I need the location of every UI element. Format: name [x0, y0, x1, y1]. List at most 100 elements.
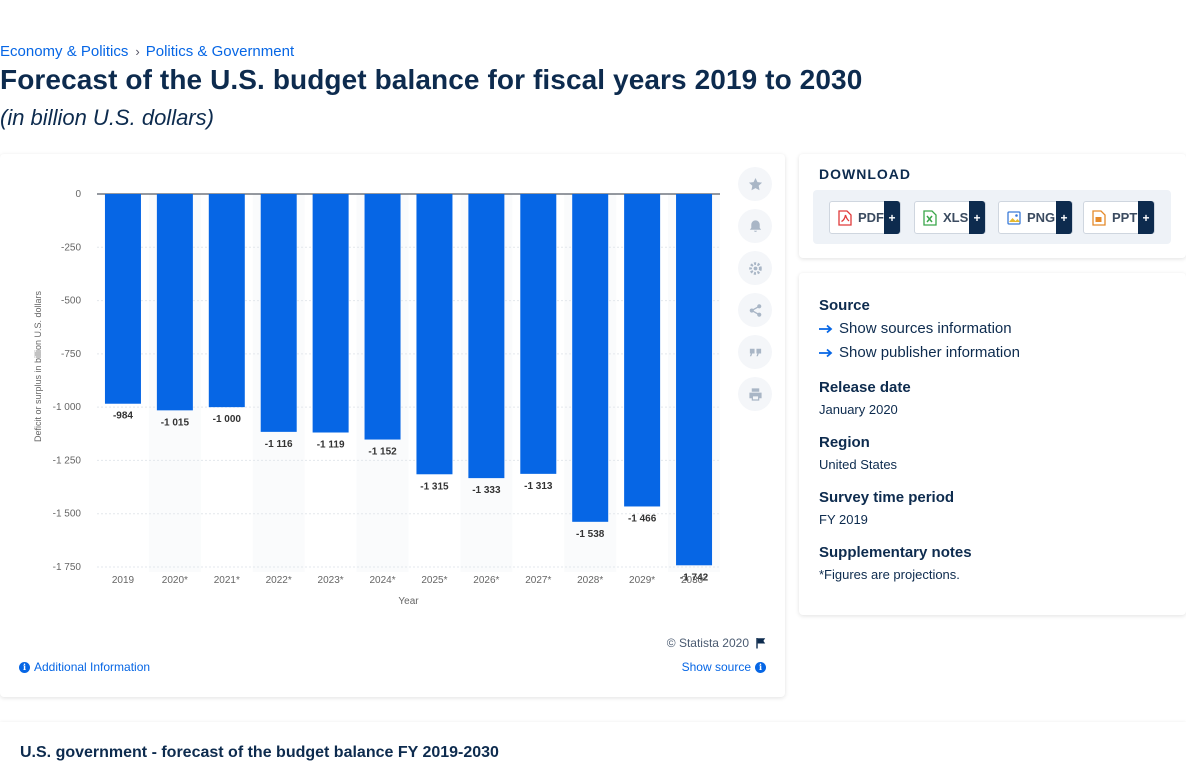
download-card: DOWNLOAD PDF + XLS + PNG + PPT +	[799, 154, 1186, 258]
breadcrumb-economy-politics[interactable]: Economy & Politics	[0, 43, 128, 60]
share-button[interactable]	[738, 293, 772, 327]
bar	[365, 194, 401, 440]
ppt-file-icon	[1092, 210, 1106, 226]
bar	[468, 194, 504, 478]
survey-period-value: FY 2019	[819, 512, 868, 527]
star-icon	[748, 177, 763, 192]
release-date-heading: Release date	[819, 379, 911, 396]
notification-button[interactable]	[738, 209, 772, 243]
info-icon: i	[19, 662, 30, 673]
y-axis-title: Deficit or surplus in billion U.S. dolla…	[33, 290, 43, 442]
data-label: -1 000	[213, 414, 242, 425]
additional-information-label: Additional Information	[34, 660, 150, 674]
download-xls-button[interactable]: XLS +	[914, 201, 986, 234]
png-file-icon	[1007, 210, 1021, 226]
survey-period-heading: Survey time period	[819, 489, 954, 506]
download-title: DOWNLOAD	[819, 166, 911, 182]
bar	[209, 194, 245, 407]
flag-icon[interactable]	[755, 637, 767, 649]
show-sources-link[interactable]: Show sources information	[819, 320, 1012, 337]
bar	[157, 194, 193, 410]
data-label: -1 152	[368, 447, 397, 458]
print-button[interactable]	[738, 377, 772, 411]
y-tick-label: -500	[61, 296, 81, 307]
data-label: -1 015	[161, 417, 190, 428]
bell-icon	[748, 219, 763, 234]
download-pdf-plus[interactable]: +	[884, 201, 900, 234]
bar	[572, 194, 608, 522]
x-tick-label: 2030*	[681, 575, 707, 586]
y-tick-label: -1 750	[53, 562, 82, 573]
description-card: U.S. government - forecast of the budget…	[0, 722, 1186, 782]
info-icon: i	[755, 662, 766, 673]
xls-file-icon	[923, 210, 937, 226]
bar	[416, 194, 452, 474]
x-tick-label: 2020*	[162, 575, 188, 586]
breadcrumb-separator: ›	[135, 44, 139, 59]
data-label: -1 116	[265, 439, 293, 450]
download-png-plus[interactable]: +	[1056, 201, 1072, 234]
additional-information-link[interactable]: i Additional Information	[19, 660, 150, 674]
settings-button[interactable]	[738, 251, 772, 285]
x-tick-label: 2028*	[577, 575, 603, 586]
supplementary-notes-value: *Figures are projections.	[819, 567, 960, 582]
bar	[105, 194, 141, 404]
region-value: United States	[819, 457, 897, 472]
download-pdf-label: PDF	[858, 210, 884, 225]
show-publisher-link[interactable]: Show publisher information	[819, 344, 1020, 361]
x-tick-label: 2025*	[421, 575, 447, 586]
favorite-button[interactable]	[738, 167, 772, 201]
download-pdf-button[interactable]: PDF +	[829, 201, 901, 234]
show-source-link[interactable]: Show source i	[682, 660, 766, 674]
y-tick-label: -1 000	[53, 402, 82, 413]
breadcrumb: Economy & Politics › Politics & Governme…	[0, 43, 294, 60]
page-title: Forecast of the U.S. budget balance for …	[0, 64, 862, 96]
arrow-right-icon	[819, 324, 833, 334]
bar	[313, 194, 349, 433]
bar	[676, 194, 712, 565]
copyright-text: © Statista 2020	[667, 636, 749, 650]
quote-icon	[748, 345, 763, 360]
bar-chart: 0 -250 -500 -750 -1 000 -1 250 -1 500 -1 750 -98…	[0, 154, 730, 624]
data-label: -1 315	[420, 481, 449, 492]
download-png-label: PNG	[1027, 210, 1055, 225]
statistic-details-card: Source Show sources information Show pub…	[799, 273, 1186, 615]
show-sources-label: Show sources information	[839, 320, 1012, 337]
arrow-right-icon	[819, 348, 833, 358]
x-tick-label: 2022*	[266, 575, 292, 586]
show-source-label: Show source	[682, 660, 751, 674]
x-tick-label: 2024*	[369, 575, 395, 586]
y-tick-label: -750	[61, 349, 81, 360]
x-tick-label: 2019	[112, 575, 135, 586]
y-tick-label: -250	[61, 242, 81, 253]
copyright: © Statista 2020	[667, 636, 767, 650]
data-label: -1 466	[628, 513, 657, 524]
download-bar: PDF + XLS + PNG + PPT +	[813, 190, 1171, 244]
bar	[624, 194, 660, 506]
pdf-file-icon	[838, 210, 852, 226]
data-label: -1 313	[524, 481, 553, 492]
data-label: -1 119	[317, 440, 345, 451]
download-xls-label: XLS	[943, 210, 968, 225]
x-tick-label: 2029*	[629, 575, 655, 586]
cite-button[interactable]	[738, 335, 772, 369]
x-tick-label: 2021*	[214, 575, 240, 586]
share-icon	[748, 303, 763, 318]
data-label: -1 538	[576, 529, 605, 540]
release-date-value: January 2020	[819, 402, 898, 417]
bar	[520, 194, 556, 474]
y-tick-label: -1 500	[53, 509, 82, 520]
chart-card: 0 -250 -500 -750 -1 000 -1 250 -1 500 -1 750 -98…	[0, 154, 785, 697]
breadcrumb-politics-government[interactable]: Politics & Government	[146, 43, 294, 60]
download-xls-plus[interactable]: +	[969, 201, 985, 234]
download-png-button[interactable]: PNG +	[998, 201, 1073, 234]
print-icon	[748, 387, 763, 402]
source-heading: Source	[819, 297, 870, 314]
download-ppt-plus[interactable]: +	[1138, 201, 1154, 234]
x-tick-label: 2027*	[525, 575, 551, 586]
data-label: -1 333	[472, 485, 501, 496]
download-ppt-label: PPT	[1112, 210, 1137, 225]
supplementary-notes-heading: Supplementary notes	[819, 544, 972, 561]
y-tick-label: 0	[75, 189, 81, 200]
download-ppt-button[interactable]: PPT +	[1083, 201, 1155, 234]
